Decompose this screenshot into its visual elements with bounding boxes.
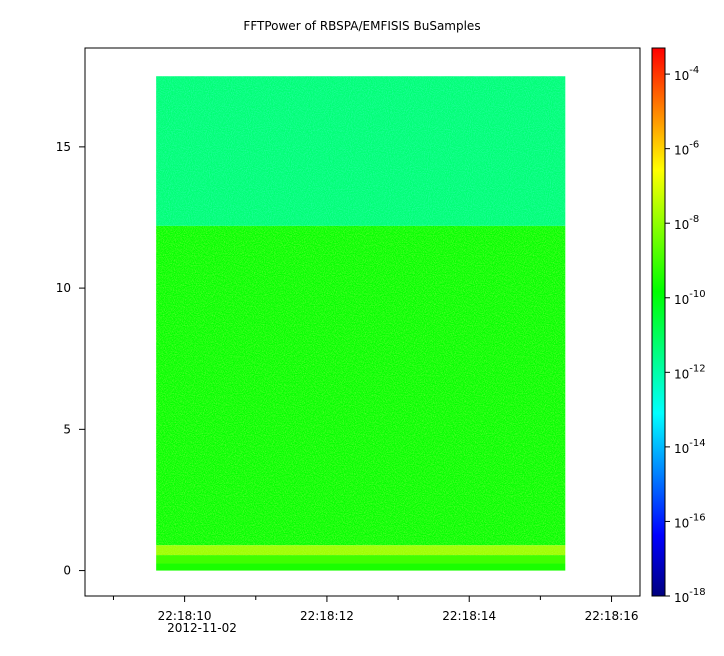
colorbar bbox=[651, 47, 666, 597]
power-band-0 bbox=[156, 563, 566, 571]
noise-texture-mid bbox=[156, 225, 566, 546]
colorbar-tick-label-0: 10-18 bbox=[674, 587, 706, 605]
y-tick-label-2: 10 bbox=[56, 281, 71, 295]
colorbar-tick-label-4: 10-10 bbox=[674, 289, 706, 307]
noise-texture-top bbox=[156, 76, 566, 226]
spectrogram-image bbox=[156, 76, 566, 571]
colorbar-tick-label-6: 10-6 bbox=[674, 140, 699, 158]
y-tick-label-1: 5 bbox=[63, 422, 71, 436]
colorbar-tick-label-5: 10-8 bbox=[674, 214, 699, 232]
x-tick-label-1: 22:18:12 bbox=[300, 609, 354, 623]
power-band-1 bbox=[156, 555, 566, 564]
y-axis: 0 5 10 15 bbox=[56, 140, 85, 578]
x-tick-label-2: 22:18:14 bbox=[442, 609, 496, 623]
colorbar-tick-label-1: 10-16 bbox=[674, 512, 706, 530]
x-axis: 22:18:10 22:18:12 22:18:14 22:18:16 bbox=[112, 596, 639, 623]
colorbar-tick-label-3: 10-12 bbox=[674, 363, 706, 381]
x-tick-label-0: 22:18:10 bbox=[158, 609, 212, 623]
x-tick-label-3: 22:18:16 bbox=[585, 609, 639, 623]
colorbar-axis: 10-18 10-16 10-14 10-12 10-10 10-8 10-6 10-4 bbox=[665, 65, 706, 605]
y-tick-label-0: 0 bbox=[63, 564, 71, 578]
colorbar-tick-label-2: 10-14 bbox=[674, 438, 706, 456]
chart-title: FFTPower of RBSPA/EMFISIS BuSamples bbox=[243, 19, 480, 33]
noise-texture-low bbox=[156, 545, 566, 556]
y-tick-label-3: 15 bbox=[56, 140, 71, 154]
x-axis-date-label: 2012-11-02 bbox=[167, 621, 237, 635]
colorbar-tick-label-7: 10-4 bbox=[674, 65, 699, 83]
